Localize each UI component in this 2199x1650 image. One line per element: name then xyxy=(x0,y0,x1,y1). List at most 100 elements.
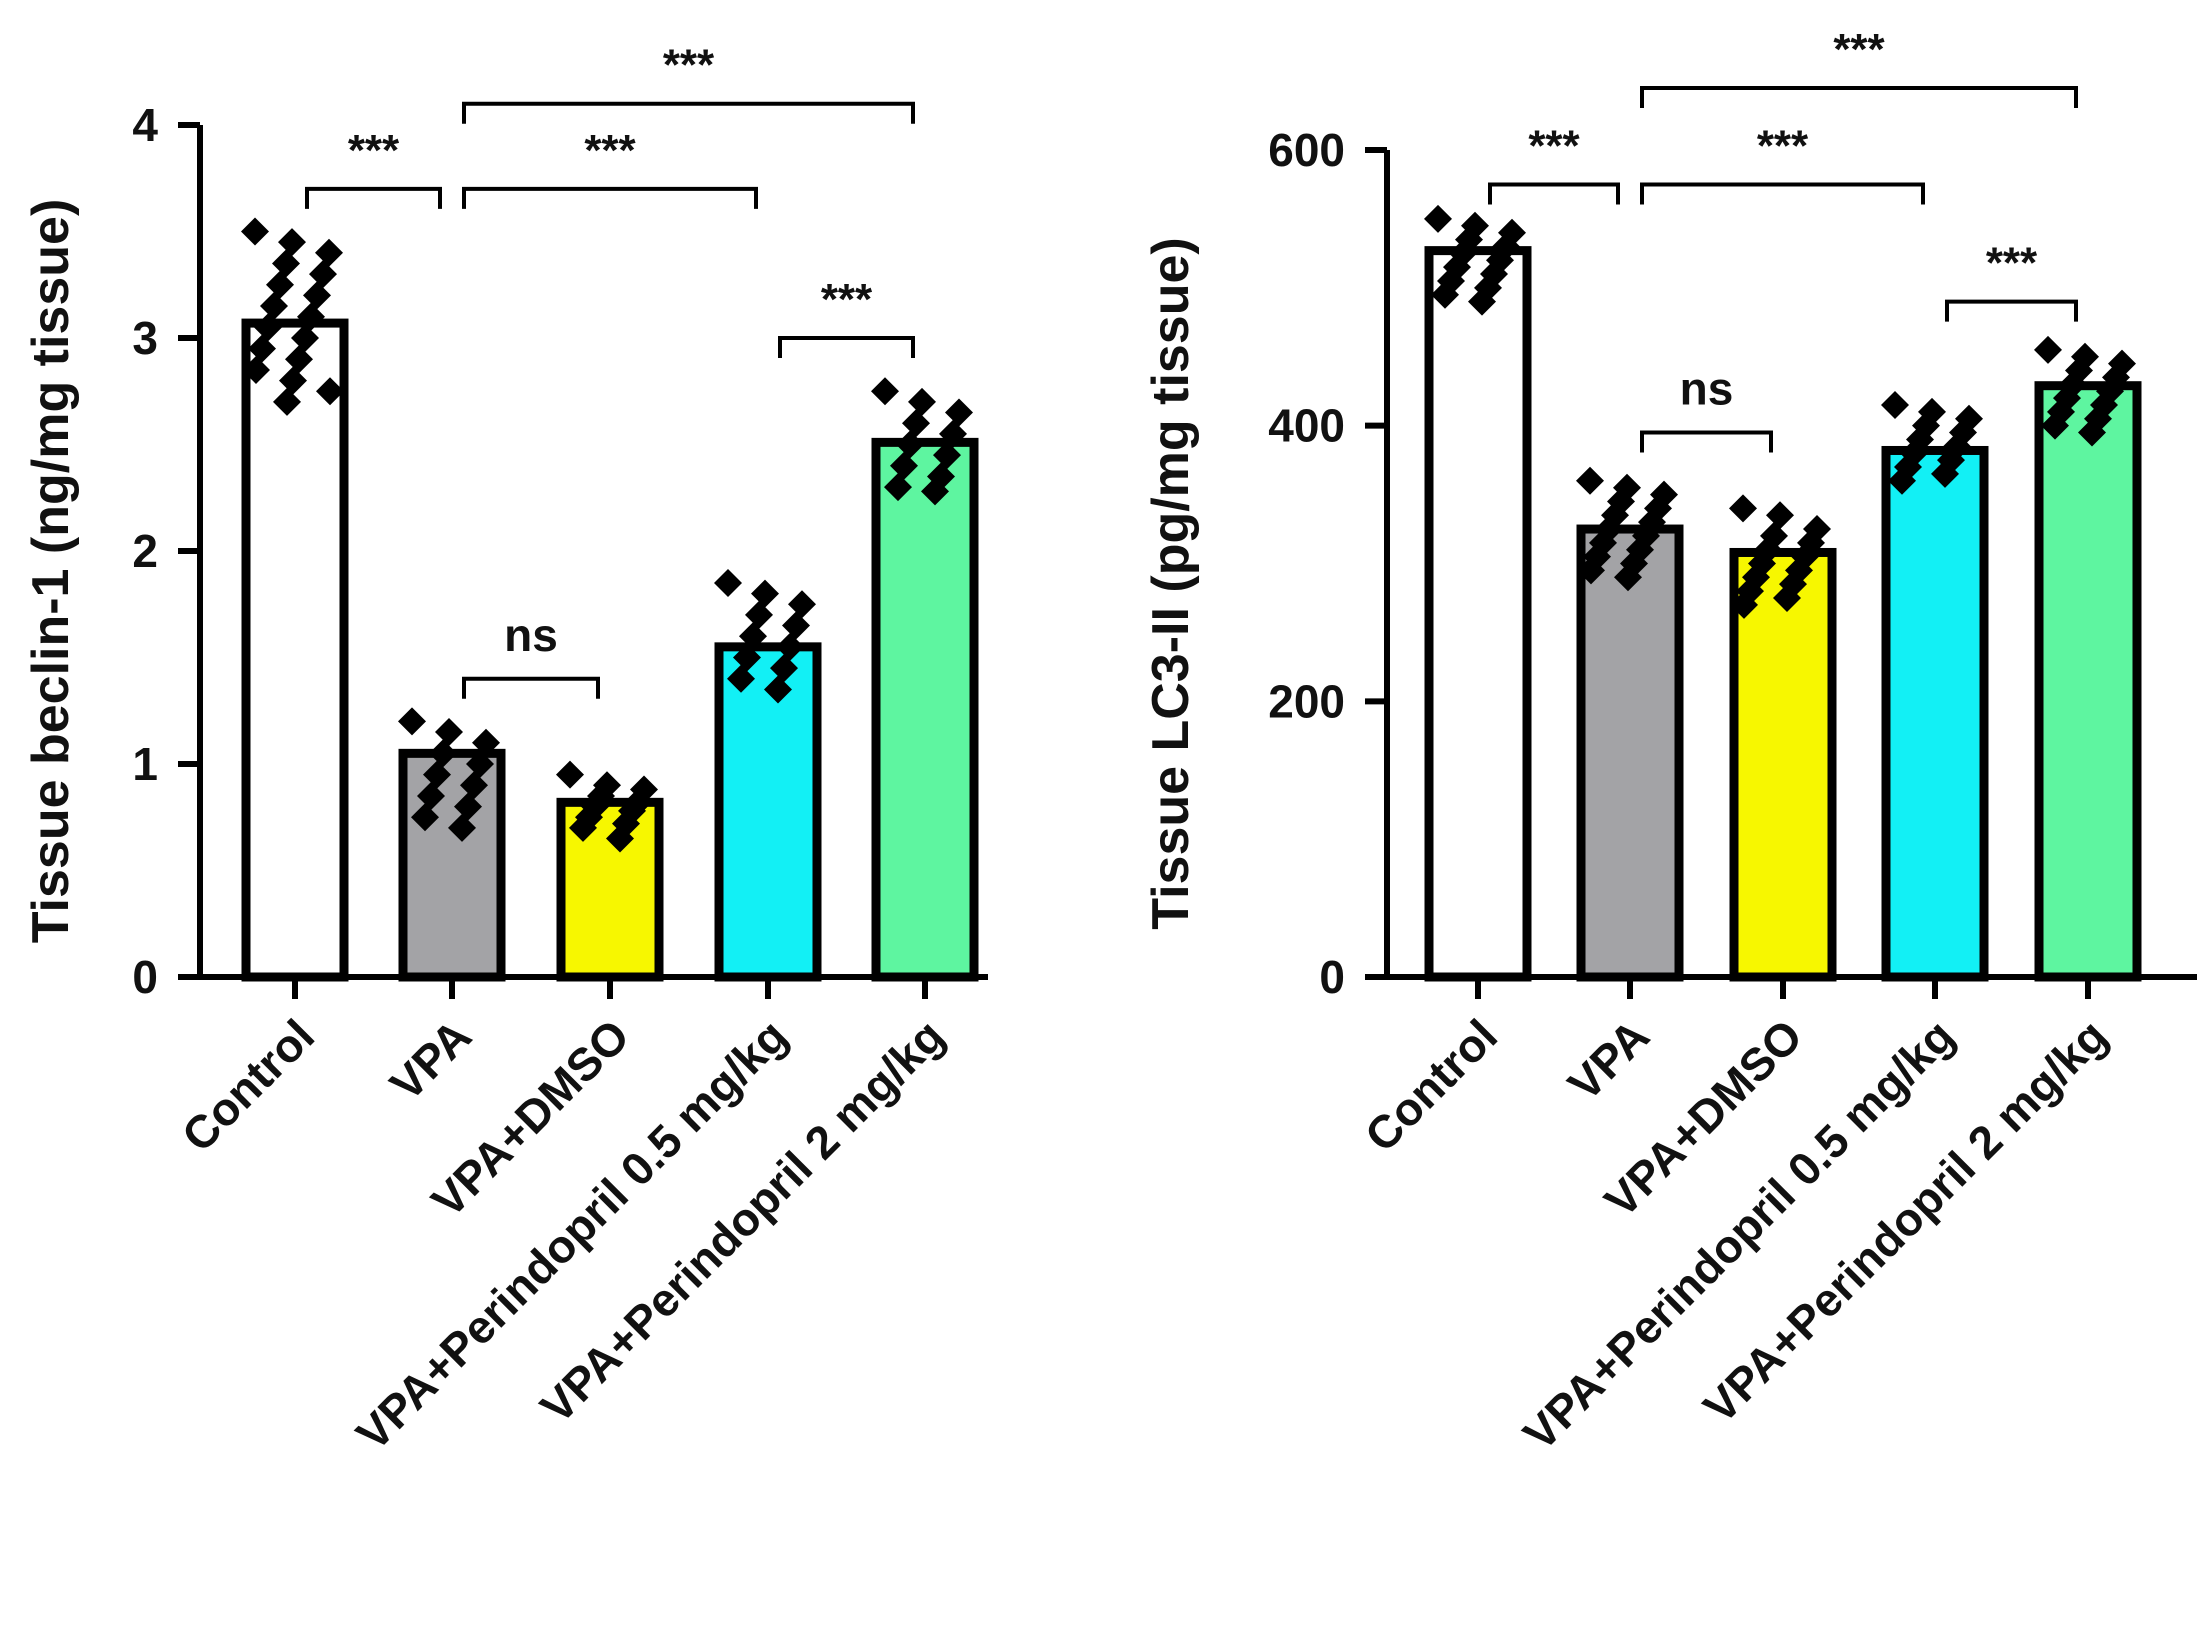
data-point xyxy=(2034,335,2062,364)
data-point xyxy=(315,238,343,267)
significance-bracket xyxy=(1640,182,1925,205)
data-point xyxy=(417,781,445,810)
significance-bracket xyxy=(1640,85,2078,108)
significance-bracket xyxy=(462,186,758,209)
data-point xyxy=(933,441,961,470)
bar-1 xyxy=(1576,524,1684,982)
data-point xyxy=(890,451,918,480)
x-tick-label: Control xyxy=(1355,1009,1507,1161)
y-tick-label: 0 xyxy=(132,951,158,1003)
data-point xyxy=(273,387,301,416)
data-point xyxy=(1577,556,1605,585)
significance-label: *** xyxy=(821,275,873,324)
bar-3 xyxy=(714,642,822,982)
data-point xyxy=(466,750,494,778)
data-point xyxy=(285,345,313,374)
y-axis-label: Tissue beclin-1 (ng/mg tissue) xyxy=(22,199,80,944)
significance-label: *** xyxy=(1986,239,2038,288)
data-point xyxy=(278,228,306,257)
data-point xyxy=(1931,459,1959,488)
data-point xyxy=(764,675,792,704)
significance-bracket xyxy=(778,336,915,358)
data-point xyxy=(291,324,319,352)
data-point xyxy=(727,664,755,693)
significance-bracket xyxy=(462,676,600,699)
data-point xyxy=(908,387,936,416)
data-point xyxy=(241,217,269,246)
data-point xyxy=(1730,590,1758,619)
y-tick-label: 4 xyxy=(132,99,158,151)
significance-bracket xyxy=(305,186,442,209)
data-point xyxy=(606,824,634,853)
significance-label: *** xyxy=(348,126,400,175)
y-tick-label: 400 xyxy=(1268,400,1345,452)
data-point xyxy=(460,771,488,800)
data-point xyxy=(945,398,973,427)
data-point xyxy=(2078,418,2106,447)
significance-label: *** xyxy=(663,41,715,90)
data-point xyxy=(1424,204,1452,233)
data-point xyxy=(884,473,912,502)
data-point xyxy=(902,409,930,438)
significance-bracket xyxy=(1945,299,2078,322)
data-point xyxy=(1431,280,1459,309)
data-point xyxy=(739,622,767,651)
data-point xyxy=(714,568,742,597)
y-tick-label: 3 xyxy=(132,312,158,364)
data-point xyxy=(297,302,325,331)
bar-0 xyxy=(1424,246,1532,982)
significance-label: *** xyxy=(1833,25,1885,74)
data-point xyxy=(871,377,899,406)
data-point xyxy=(556,760,584,789)
data-point xyxy=(435,718,463,747)
data-point xyxy=(472,728,500,757)
data-point xyxy=(1881,390,1909,419)
data-point xyxy=(770,654,798,683)
data-point xyxy=(411,803,439,832)
y-tick-label: 2 xyxy=(132,525,158,577)
data-point xyxy=(423,760,451,789)
data-point xyxy=(272,249,300,278)
significance-label: *** xyxy=(584,126,636,175)
data-point xyxy=(279,366,307,395)
bar-4 xyxy=(871,437,979,982)
data-point xyxy=(242,355,270,384)
data-point xyxy=(921,477,949,506)
data-point xyxy=(303,281,331,310)
data-point xyxy=(1576,466,1604,495)
y-axis-label: Tissue LC3-II (pg/mg tissue) xyxy=(1142,237,1200,929)
x-tick-label: Control xyxy=(172,1009,324,1161)
x-tick-label: VPA xyxy=(380,1009,481,1110)
y-tick-label: 0 xyxy=(1319,951,1345,1003)
y-tick-label: 200 xyxy=(1268,675,1345,727)
data-point xyxy=(1773,583,1801,612)
bar-3 xyxy=(1881,445,1989,982)
data-point xyxy=(1888,466,1916,495)
bar-0 xyxy=(241,318,349,982)
data-point xyxy=(260,292,288,321)
significance-bracket xyxy=(1488,182,1620,205)
bar-2 xyxy=(1729,547,1837,982)
significance-label: ns xyxy=(1680,363,1734,415)
data-point xyxy=(776,632,804,661)
data-point xyxy=(733,643,761,672)
data-point xyxy=(569,813,597,842)
y-tick-label: 1 xyxy=(132,738,158,790)
data-point xyxy=(1729,494,1757,523)
data-point xyxy=(316,377,344,406)
data-point xyxy=(751,579,779,608)
data-point xyxy=(2041,411,2069,440)
significance-bracket xyxy=(1640,430,1773,453)
data-point xyxy=(1766,501,1794,530)
data-point xyxy=(266,270,294,299)
data-point xyxy=(1614,563,1642,592)
x-tick-label: VPA xyxy=(1558,1009,1659,1110)
data-point xyxy=(248,334,276,363)
data-point xyxy=(745,600,773,629)
data-point xyxy=(896,430,924,459)
data-point xyxy=(1468,287,1496,316)
data-point xyxy=(398,707,426,736)
